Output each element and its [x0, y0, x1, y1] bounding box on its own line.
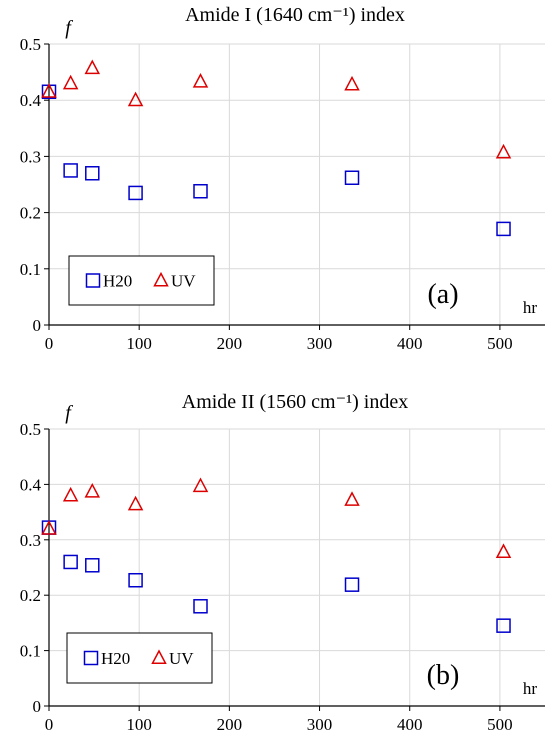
y-tick-label: 0.4	[20, 91, 42, 110]
x-tick-label: 200	[217, 334, 243, 353]
data-point-uv	[62, 74, 79, 90]
y-axis-label: f	[65, 402, 73, 424]
data-point-uv	[495, 143, 512, 159]
chart-title: Amide II (1560 cm⁻¹) index	[182, 391, 409, 413]
data-point-uv	[84, 59, 101, 75]
legend-marker-h20	[85, 273, 101, 288]
x-tick-label: 400	[397, 715, 423, 734]
x-tick-label: 300	[307, 334, 333, 353]
data-point-uv	[495, 543, 512, 559]
y-tick-label: 0	[33, 316, 42, 335]
legend-label-h20: H20	[103, 272, 132, 291]
data-point-uv	[41, 520, 57, 535]
x-tick-label: 0	[45, 334, 54, 353]
legend-marker-uv	[153, 271, 169, 287]
y-axis-label: f	[65, 17, 73, 39]
data-point-h20	[496, 221, 511, 237]
panel-label: (b)	[427, 660, 460, 691]
data-point-h20	[128, 572, 143, 588]
data-point-h20	[193, 183, 208, 199]
legend-box	[68, 255, 215, 306]
x-tick-label: 400	[397, 334, 423, 353]
data-point-h20	[344, 577, 360, 592]
y-tick-label: 0.5	[20, 420, 41, 439]
y-tick-label: 0.1	[20, 642, 41, 661]
legend-box	[66, 632, 213, 684]
data-point-h20	[193, 599, 208, 614]
data-point-h20	[496, 618, 511, 633]
data-point-uv	[344, 491, 360, 506]
chart-panel-a: 0 0.1 0.2 0.3 0.4 0.5 0 100 200 300 400 500 Amide I …	[20, 4, 545, 353]
data-point-uv	[127, 495, 144, 511]
legend-label-uv: UV	[171, 272, 196, 291]
series-uv	[41, 477, 512, 559]
data-point-uv	[192, 477, 209, 493]
data-point-uv	[62, 486, 79, 502]
data-point-uv	[192, 73, 209, 88]
data-point-uv	[127, 91, 144, 107]
data-point-uv	[41, 83, 57, 98]
legend-marker-uv	[151, 649, 167, 665]
panel-label: (a)	[427, 279, 458, 310]
x-tick-label: 300	[307, 715, 333, 734]
x-axis-label: hr	[523, 679, 538, 698]
data-point-h20	[85, 166, 100, 181]
y-tick-label: 0.1	[20, 260, 41, 279]
x-tick-label: 0	[45, 715, 54, 734]
data-point-uv	[84, 482, 101, 498]
y-tick-label: 0.5	[20, 35, 41, 54]
x-tick-label: 500	[487, 715, 513, 734]
series-uv	[41, 59, 512, 159]
chart-panel-b: 0 0.1 0.2 0.3 0.4 0.5 0 100 200 300 400 500 Amide II…	[20, 391, 545, 734]
legend-marker-h20	[83, 650, 99, 666]
y-tick-label: 0.2	[20, 204, 41, 223]
data-point-h20	[63, 554, 78, 570]
x-tick-label: 500	[487, 334, 513, 353]
legend: H20 UV	[66, 632, 213, 684]
legend: H20 UV	[68, 255, 215, 306]
data-point-h20	[344, 170, 360, 186]
y-tick-label: 0.3	[20, 147, 41, 166]
x-tick-label: 200	[217, 715, 243, 734]
data-point-h20	[128, 185, 143, 201]
x-tick-label: 100	[126, 715, 152, 734]
data-point-h20	[85, 558, 100, 573]
legend-label-uv: UV	[169, 649, 194, 668]
y-tick-label: 0.3	[20, 531, 41, 550]
series-h20	[41, 520, 511, 633]
x-axis-label: hr	[523, 298, 538, 317]
y-tick-label: 0.4	[20, 475, 42, 494]
data-point-uv	[344, 75, 360, 91]
y-tick-label: 0	[33, 697, 42, 716]
data-point-h20	[63, 163, 78, 178]
x-tick-label: 100	[126, 334, 152, 353]
chart-title: Amide I (1640 cm⁻¹) index	[185, 4, 405, 26]
y-tick-label: 0.2	[20, 586, 41, 605]
legend-label-h20: H20	[101, 649, 130, 668]
